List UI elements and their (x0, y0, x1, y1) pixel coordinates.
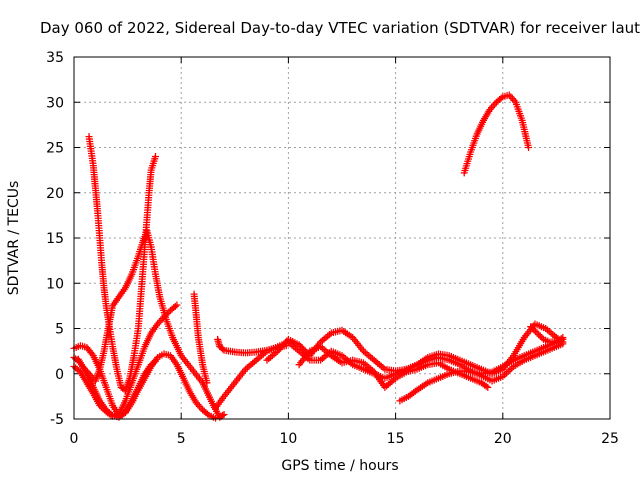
data-point (531, 327, 539, 335)
data-point (535, 331, 543, 339)
y-tick-label: 25 (46, 141, 64, 157)
data-point (559, 335, 567, 343)
data-point (297, 342, 305, 350)
y-axis-label: SDTVAR / TECUs (6, 181, 22, 296)
x-tick-label: 5 (177, 431, 186, 447)
y-tick-label: 10 (46, 276, 64, 292)
series-arc-j (295, 343, 492, 391)
axis-ticks: -5 0 5 10 15 20 25 30 35 0 5 10 15 20 25 (46, 50, 619, 447)
x-tick-label: 10 (279, 431, 297, 447)
data-point (203, 410, 211, 418)
data-point (203, 379, 211, 387)
data-point (300, 345, 308, 353)
data-point (151, 153, 159, 161)
y-tick-label: 15 (46, 231, 64, 247)
data-point (281, 339, 289, 347)
chart-title: Day 060 of 2022, Sidereal Day-to-day VTE… (40, 19, 640, 37)
x-tick-label: 25 (601, 431, 619, 447)
series-arc-e (85, 133, 159, 394)
y-tick-label: 5 (55, 322, 64, 338)
data-point (219, 345, 227, 353)
data-point (99, 405, 107, 413)
data-point (298, 344, 306, 352)
data-point (173, 301, 181, 309)
data-point (530, 326, 538, 334)
data-point (538, 334, 546, 342)
data-point (220, 410, 228, 418)
y-tick-label: 0 (55, 367, 64, 383)
y-tick-label: 30 (46, 95, 64, 111)
data-point (497, 94, 505, 102)
series-arc-f (190, 290, 211, 387)
x-tick-label: 20 (494, 431, 512, 447)
data-point (278, 342, 286, 350)
data-point (533, 329, 541, 337)
series-arc-m (460, 91, 533, 177)
data-point (295, 341, 303, 349)
x-tick-label: 0 (70, 431, 79, 447)
y-tick-label: 35 (46, 50, 64, 66)
data-point (528, 324, 536, 332)
x-axis-label: GPS time / hours (281, 458, 398, 474)
plot-frame (73, 56, 611, 420)
data-point (527, 323, 535, 331)
data-point (88, 350, 96, 358)
data-point (525, 144, 533, 151)
data-point (171, 302, 179, 310)
data-point (274, 347, 282, 355)
data-point (484, 383, 492, 391)
data-point (97, 403, 105, 411)
y-tick-label: 20 (46, 186, 64, 202)
data-point (482, 382, 490, 390)
data-point (96, 401, 104, 409)
series-arc-d (74, 227, 228, 421)
series-arc-l (527, 323, 567, 346)
data-point (277, 344, 285, 352)
plot-points (70, 91, 567, 422)
x-tick-label: 15 (387, 431, 405, 447)
y-tick-label: -5 (50, 412, 64, 428)
data-point (275, 345, 283, 353)
data-point (280, 340, 288, 348)
data-point (536, 332, 544, 340)
grid-lines (74, 57, 610, 419)
series-arc-c (70, 301, 181, 420)
data-point (219, 411, 227, 419)
